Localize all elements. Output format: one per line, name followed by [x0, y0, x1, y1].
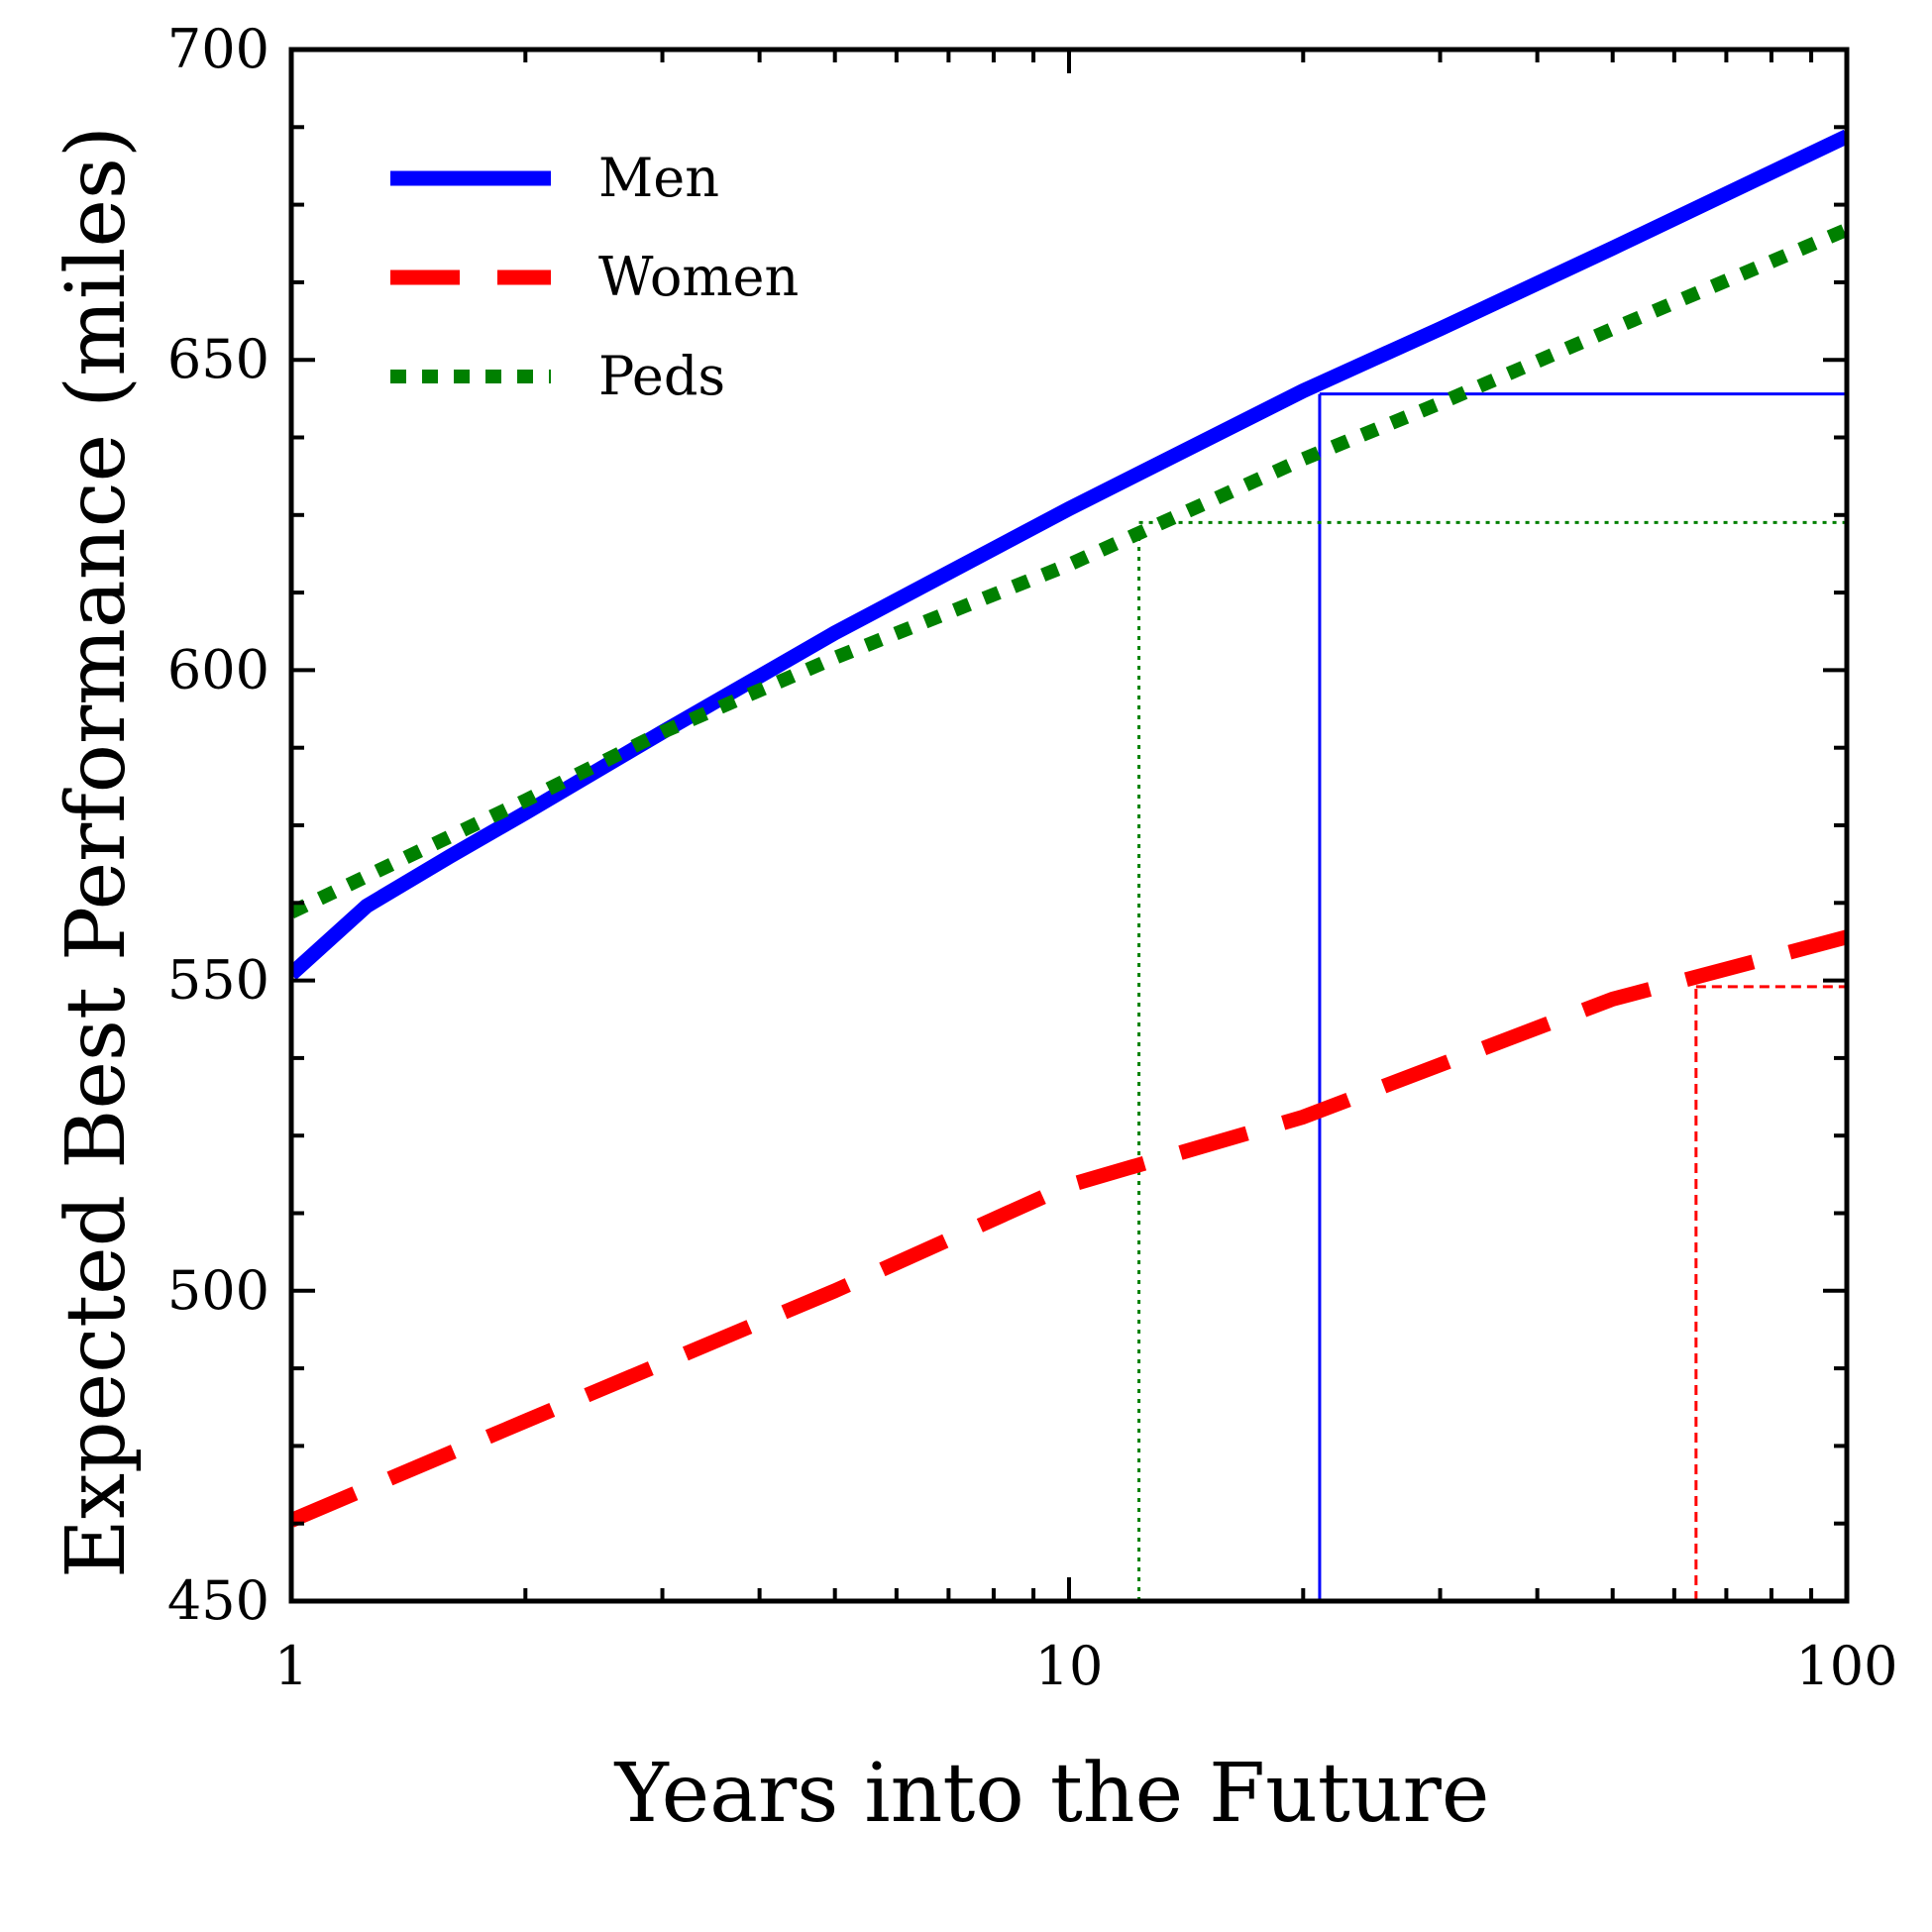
- legend-label-women: Women: [598, 246, 799, 308]
- series-line-men: [291, 129, 1847, 980]
- y-tick-label: 550: [167, 949, 269, 1012]
- legend-label-men: Men: [598, 147, 719, 209]
- legend: Men Women Peds: [390, 147, 799, 407]
- plot-area: [291, 129, 1847, 1601]
- x-tick-label: 10: [1035, 1635, 1104, 1697]
- axes: 450 500 550 600 650 700 1 10 100: [167, 18, 1898, 1697]
- y-tick-label: 450: [167, 1569, 269, 1632]
- y-tick-label: 700: [167, 18, 269, 80]
- y-tick-label: 600: [167, 638, 269, 700]
- y-axis-title: Expected Best Performance (miles): [50, 126, 144, 1578]
- y-tick-label: 500: [167, 1259, 269, 1322]
- y-tick-label: 650: [167, 328, 269, 390]
- x-axis-title: Years into the Future: [614, 1747, 1490, 1841]
- series-line-women: [291, 929, 1847, 1528]
- x-tick-label: 1: [274, 1635, 308, 1697]
- x-tick-label: 100: [1795, 1635, 1897, 1697]
- legend-label-peds: Peds: [598, 345, 725, 407]
- series-group: [291, 129, 1847, 1601]
